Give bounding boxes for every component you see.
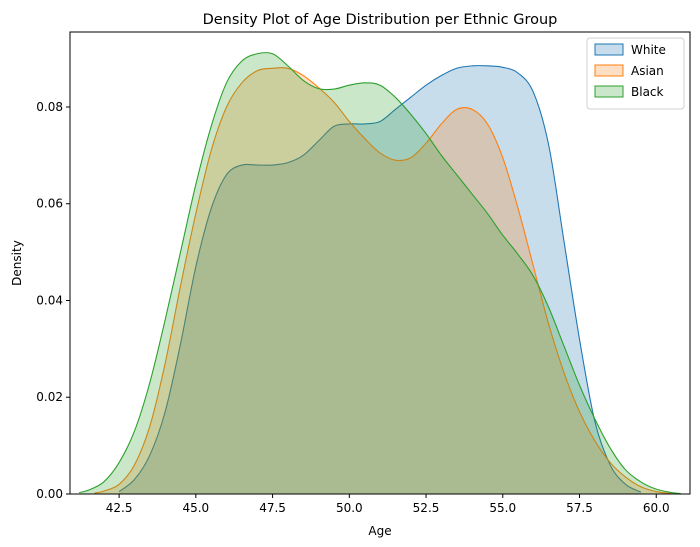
legend-label-white: White	[631, 43, 666, 57]
series-area-black	[79, 52, 681, 494]
legend-swatch-black	[594, 85, 624, 98]
series-line-white	[118, 65, 642, 493]
series-line-black	[79, 52, 681, 495]
chart-title: Density Plot of Age Distribution per Eth…	[203, 12, 558, 28]
legend-swatch-white	[594, 43, 624, 56]
x-tick-label: 60.0	[643, 501, 670, 515]
legend-label-asian: Asian	[631, 64, 664, 78]
x-tick-label: 52.5	[413, 501, 440, 515]
x-tick-label: 57.5	[566, 501, 593, 515]
legend-label-black: Black	[631, 85, 664, 99]
x-tick-label: 42.5	[106, 501, 133, 515]
y-tick-label: 0.00	[36, 487, 63, 501]
y-tick-label: 0.08	[36, 100, 63, 114]
x-tick-label: 55.0	[489, 501, 516, 515]
x-axis: 42.5 45.0 47.5 50.0 52.5 55.0 57.5 60.0	[106, 494, 670, 515]
x-tick-label: 45.0	[182, 501, 209, 515]
legend-swatch-asian	[594, 64, 624, 77]
legend: White Asian Black	[586, 37, 685, 110]
y-tick-label: 0.06	[36, 197, 63, 211]
y-tick-label: 0.02	[36, 390, 63, 404]
series-line-asian	[94, 67, 672, 495]
axes-frame	[69, 31, 691, 495]
y-axis-title: Density	[10, 240, 24, 286]
y-axis: 0.00 0.02 0.04 0.06 0.08	[36, 100, 70, 501]
x-tick-label: 50.0	[336, 501, 363, 515]
series-area-asian	[94, 67, 672, 494]
plot-area	[79, 52, 681, 495]
series-area-white	[119, 65, 641, 494]
y-tick-label: 0.04	[36, 293, 63, 307]
legend-frame	[586, 37, 685, 110]
x-tick-label: 47.5	[259, 501, 286, 515]
x-axis-title: Age	[368, 524, 391, 538]
